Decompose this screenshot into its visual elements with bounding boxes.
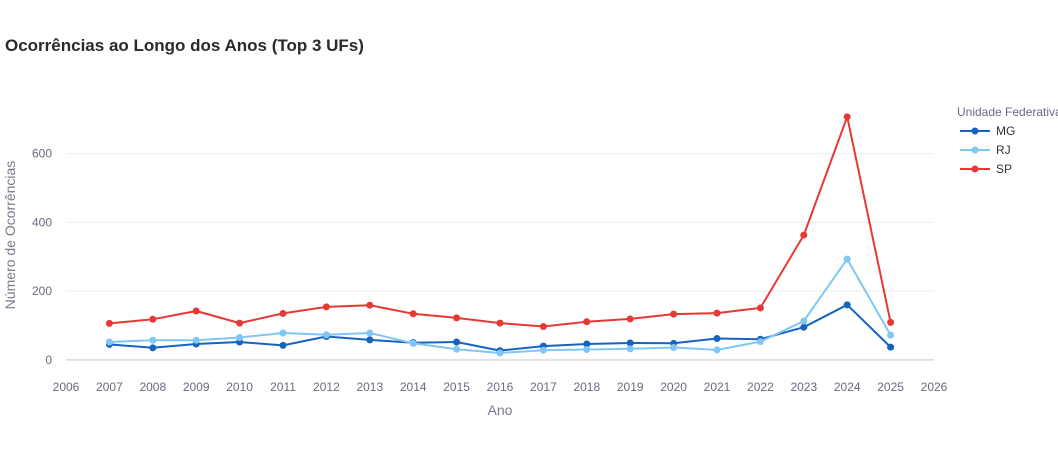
data-point[interactable] — [539, 323, 547, 330]
y-axis-ticks: 0 200 400 600 — [32, 147, 52, 367]
data-point[interactable] — [409, 310, 417, 318]
legend-item-rj[interactable]: RJ — [960, 143, 1011, 157]
x-tick-label: 2021 — [704, 380, 731, 394]
data-point[interactable] — [713, 335, 721, 343]
legend-marker-icon — [971, 146, 979, 154]
data-point[interactable] — [800, 323, 808, 331]
x-tick-label: 2020 — [660, 380, 687, 394]
data-point[interactable] — [843, 255, 851, 263]
data-point[interactable] — [539, 346, 547, 354]
series-rj[interactable] — [105, 255, 895, 357]
data-point[interactable] — [105, 338, 113, 346]
series-mg[interactable] — [105, 301, 895, 355]
x-tick-label: 2025 — [877, 380, 904, 394]
x-tick-label: 2018 — [573, 380, 600, 394]
legend-label: RJ — [996, 143, 1011, 157]
data-point[interactable] — [105, 319, 113, 327]
legend-item-sp[interactable]: SP — [960, 162, 1012, 176]
legend-label: MG — [996, 124, 1015, 138]
x-tick-label: 2022 — [747, 380, 774, 394]
y-tick-label: 400 — [32, 215, 52, 229]
y-tick-label: 0 — [45, 353, 52, 367]
series-line[interactable] — [109, 303, 892, 352]
data-point[interactable] — [279, 341, 287, 349]
data-point[interactable] — [626, 315, 634, 323]
legend-item-mg[interactable]: MG — [960, 124, 1015, 138]
data-point[interactable] — [366, 301, 374, 309]
data-point[interactable] — [192, 336, 200, 344]
data-point[interactable] — [236, 334, 244, 341]
x-tick-label: 2014 — [400, 380, 427, 394]
x-tick-label: 2011 — [270, 380, 296, 394]
x-tick-label: 2015 — [443, 380, 470, 394]
data-point[interactable] — [843, 301, 851, 309]
data-point[interactable] — [409, 339, 417, 347]
data-point[interactable] — [713, 346, 721, 354]
series-line[interactable] — [109, 258, 892, 354]
data-point[interactable] — [496, 319, 504, 327]
data-point[interactable] — [322, 303, 330, 311]
data-point[interactable] — [626, 339, 634, 347]
data-point[interactable] — [583, 318, 591, 326]
legend-marker-icon — [971, 127, 979, 135]
data-point[interactable] — [322, 331, 330, 339]
x-tick-label: 2017 — [530, 380, 557, 394]
data-point[interactable] — [670, 310, 678, 318]
x-tick-label: 2010 — [226, 380, 253, 394]
data-point[interactable] — [279, 309, 287, 317]
data-point[interactable] — [496, 349, 504, 357]
data-point[interactable] — [670, 343, 678, 351]
x-tick-label: 2009 — [183, 380, 210, 394]
data-point[interactable] — [236, 319, 244, 327]
data-point[interactable] — [192, 307, 200, 315]
x-tick-label: 2024 — [834, 380, 861, 394]
data-point[interactable] — [887, 331, 895, 339]
x-tick-label: 2006 — [53, 380, 80, 394]
x-tick-label: 2012 — [313, 380, 340, 394]
legend[interactable]: Unidade Federativa MG RJ SP — [957, 105, 1058, 176]
x-tick-label: 2013 — [356, 380, 383, 394]
data-point[interactable] — [756, 338, 764, 346]
data-point[interactable] — [366, 336, 374, 344]
x-axis-ticks: 2006 2007 2008 2009 2010 2011 2012 2013 2014 2015… — [53, 380, 948, 394]
y-axis-title: Número de Ocorrências — [2, 161, 18, 310]
data-point[interactable] — [453, 345, 461, 353]
x-tick-label: 2023 — [790, 380, 817, 394]
data-point[interactable] — [453, 338, 461, 346]
series-line[interactable] — [109, 115, 892, 328]
data-point[interactable] — [149, 315, 157, 323]
data-point[interactable] — [279, 329, 287, 337]
x-tick-label: 2019 — [617, 380, 644, 394]
legend-label: SP — [996, 162, 1012, 176]
data-point[interactable] — [756, 304, 764, 312]
x-tick-label: 2026 — [921, 380, 948, 394]
x-tick-label: 2007 — [96, 380, 123, 394]
series-sp[interactable] — [105, 113, 895, 330]
data-point[interactable] — [149, 336, 157, 344]
x-axis-title: Ano — [488, 402, 513, 418]
y-tick-label: 200 — [32, 284, 52, 298]
data-point[interactable] — [800, 317, 808, 325]
legend-marker-icon — [971, 165, 979, 173]
data-point[interactable] — [626, 345, 634, 353]
y-tick-label: 600 — [32, 147, 52, 161]
data-point[interactable] — [887, 318, 895, 326]
data-point[interactable] — [453, 314, 461, 322]
data-point[interactable] — [887, 343, 895, 351]
data-point[interactable] — [713, 309, 721, 317]
data-point[interactable] — [800, 231, 808, 239]
data-point[interactable] — [583, 346, 591, 354]
legend-title: Unidade Federativa — [957, 105, 1058, 119]
x-tick-label: 2008 — [139, 380, 166, 394]
series-lines — [105, 113, 895, 357]
chart-title: Ocorrências ao Longo dos Anos (Top 3 UFs… — [5, 36, 364, 55]
gridlines — [66, 153, 934, 361]
data-point[interactable] — [149, 344, 157, 352]
data-point[interactable] — [583, 340, 591, 348]
data-point[interactable] — [366, 329, 374, 337]
data-point[interactable] — [843, 113, 851, 121]
x-tick-label: 2016 — [487, 380, 514, 394]
